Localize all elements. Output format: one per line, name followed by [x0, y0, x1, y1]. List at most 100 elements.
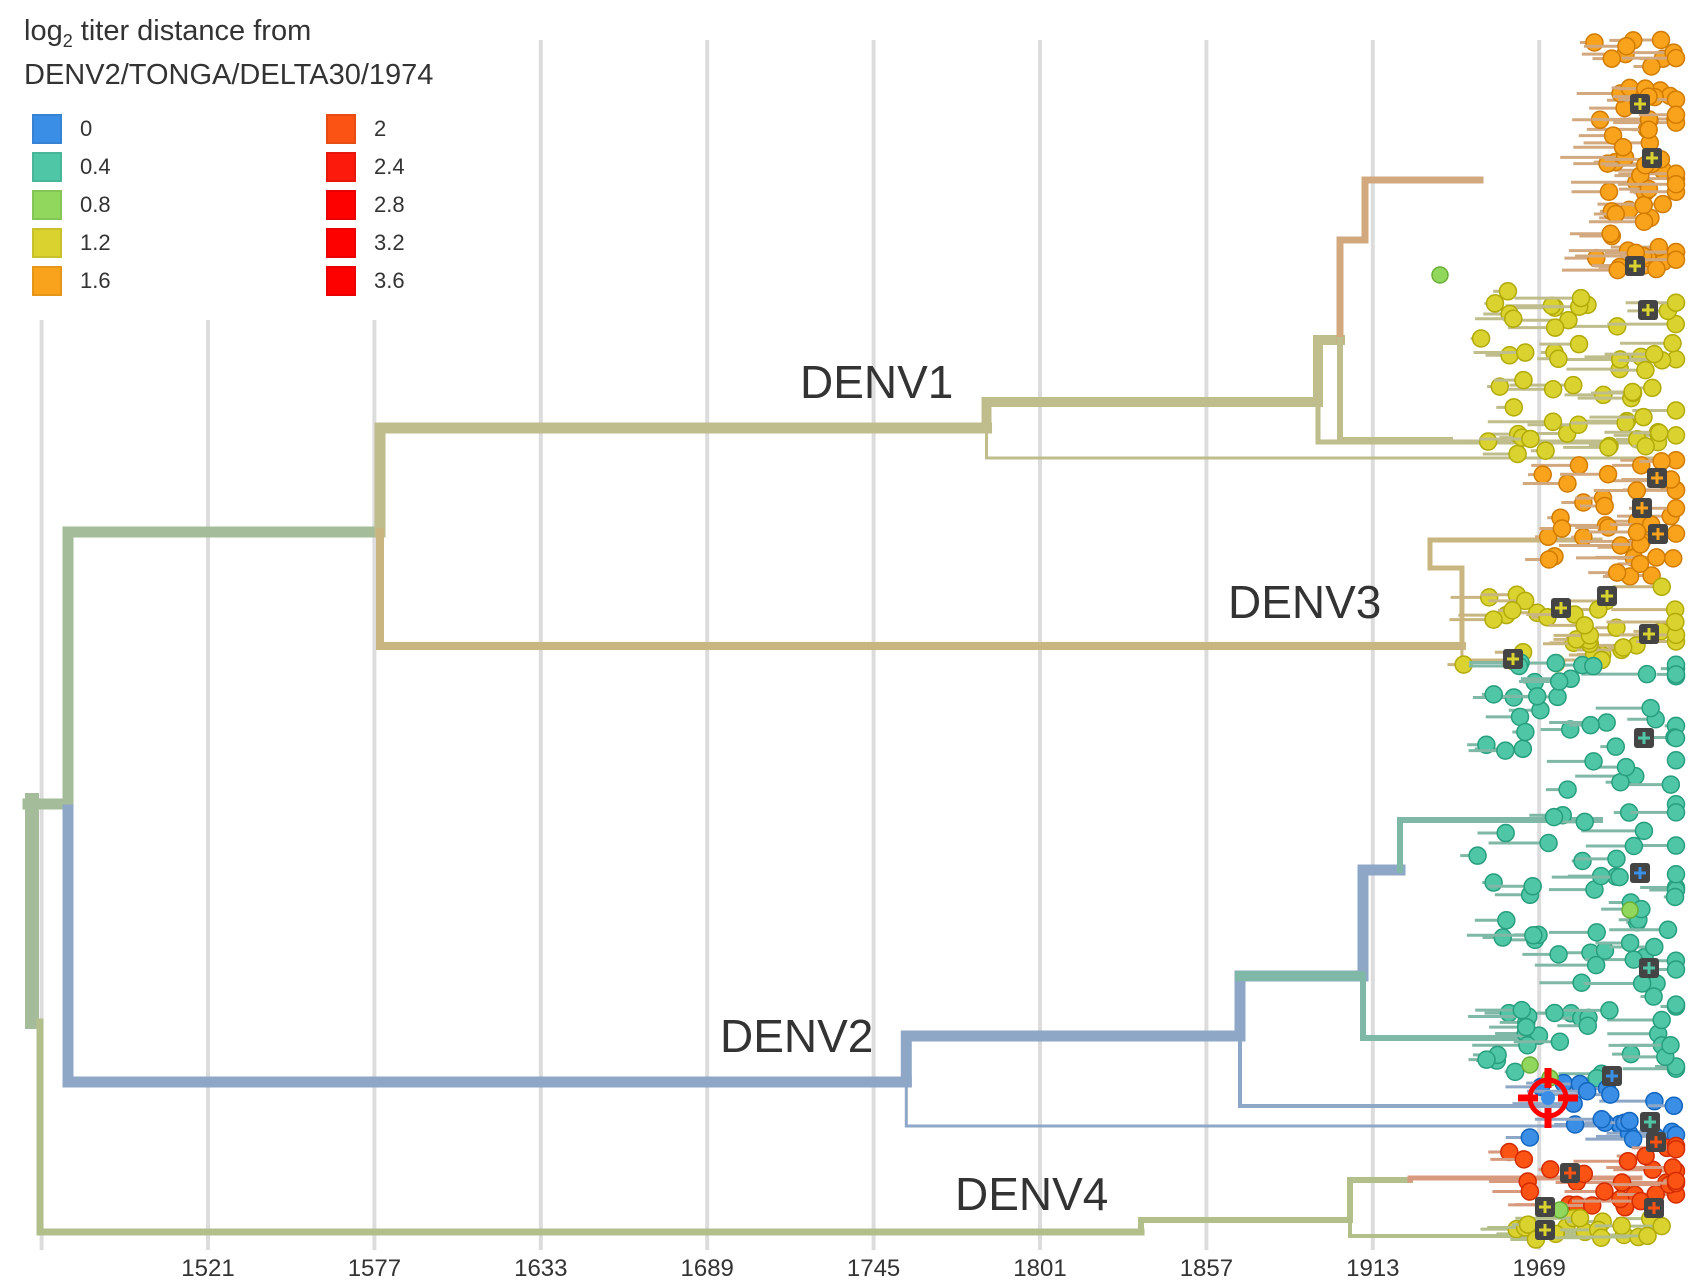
tip-denv1[interactable]: [1536, 441, 1555, 461]
tip-denv1[interactable]: [1663, 334, 1682, 353]
tip-denv2[interactable]: [1524, 926, 1543, 945]
tip-denv1[interactable]: [1634, 212, 1654, 231]
tip-denv1[interactable]: [1602, 49, 1622, 68]
tip-denv1[interactable]: [1569, 334, 1589, 354]
tip-denv2[interactable]: [1637, 664, 1657, 684]
tip-denv2[interactable]: [1549, 945, 1568, 964]
tip-denv1[interactable]: [1594, 385, 1613, 405]
tip-denv2[interactable]: [1587, 923, 1606, 942]
tip-denv4[interactable]: [1618, 1151, 1638, 1171]
tip-denv1[interactable]: [1543, 412, 1563, 432]
tip-denv1[interactable]: [1471, 329, 1491, 348]
tip-denv2[interactable]: [1606, 737, 1626, 756]
tip-denv2[interactable]: [1634, 821, 1654, 841]
tip-denv2[interactable]: [1665, 887, 1685, 907]
tip-denv3[interactable]: [1627, 481, 1647, 500]
tip-denv2[interactable]: [1586, 955, 1606, 975]
tip-denv3[interactable]: [1575, 616, 1594, 635]
tip-denv2[interactable]: [1539, 833, 1558, 853]
tip-denv4[interactable]: [1666, 1171, 1686, 1191]
tip-denv2[interactable]: [1661, 1035, 1680, 1055]
tip-denv1[interactable]: [1490, 377, 1510, 396]
tip-denv1[interactable]: [1500, 346, 1519, 365]
tip-denv2[interactable]: [1584, 752, 1603, 771]
tip-denv2[interactable]: [1546, 653, 1565, 673]
tip-denv2[interactable]: [1616, 757, 1636, 777]
tip-denv1[interactable]: [1639, 120, 1658, 139]
tip-denv4[interactable]: [1514, 1150, 1534, 1169]
tip-denv2[interactable]: [1548, 687, 1567, 707]
tip-denv3[interactable]: [1533, 465, 1552, 484]
tip-denv2[interactable]: [1468, 846, 1487, 865]
tip-denv1[interactable]: [1431, 266, 1449, 284]
tip-denv3[interactable]: [1607, 563, 1627, 582]
tip-denv2[interactable]: [1610, 867, 1629, 887]
tip-denv3[interactable]: [1479, 588, 1499, 607]
tip-denv1[interactable]: [1666, 175, 1686, 194]
tip-denv1[interactable]: [1643, 378, 1662, 398]
tip-denv1[interactable]: [1666, 293, 1686, 312]
tip-denv2[interactable]: [1484, 685, 1503, 704]
tip-denv3[interactable]: [1652, 452, 1671, 471]
tip-denv2[interactable]: [1549, 672, 1569, 691]
tip-denv2[interactable]: [1624, 836, 1644, 856]
tip-denv1[interactable]: [1521, 1056, 1539, 1074]
tip-denv3[interactable]: [1574, 493, 1593, 512]
tip-denv1[interactable]: [1599, 438, 1618, 457]
tip-denv2[interactable]: [1664, 1096, 1684, 1116]
tip-denv1[interactable]: [1606, 204, 1625, 224]
tip-denv2[interactable]: [1544, 807, 1564, 827]
tip-denv1[interactable]: [1515, 343, 1535, 362]
tip-denv1[interactable]: [1571, 288, 1591, 308]
tip-denv1[interactable]: [1634, 195, 1653, 215]
tip-denv2[interactable]: [1578, 1016, 1598, 1035]
tip-denv2[interactable]: [1666, 960, 1686, 979]
reference-strain-marker[interactable]: [1518, 1068, 1578, 1128]
tip-denv2[interactable]: [1666, 751, 1686, 770]
tip-denv2[interactable]: [1575, 812, 1595, 832]
tip-denv1[interactable]: [1478, 432, 1498, 451]
tip-denv3[interactable]: [1666, 524, 1686, 543]
tip-denv2[interactable]: [1645, 937, 1664, 957]
tip-denv4[interactable]: [1612, 1173, 1632, 1192]
tip-denv2[interactable]: [1516, 722, 1535, 742]
tip-denv2[interactable]: [1620, 1111, 1639, 1131]
tip-denv4[interactable]: [1666, 1139, 1686, 1159]
tip-denv1[interactable]: [1613, 137, 1633, 157]
tip-denv2[interactable]: [1577, 1081, 1597, 1101]
tip-denv2[interactable]: [1600, 1001, 1619, 1020]
tip-denv3[interactable]: [1663, 549, 1683, 568]
tip-denv3[interactable]: [1647, 548, 1666, 567]
tip-denv1[interactable]: [1564, 375, 1583, 395]
tip-denv1[interactable]: [1545, 318, 1565, 337]
tip-denv1[interactable]: [1601, 224, 1620, 244]
tip-denv2[interactable]: [1601, 1085, 1620, 1104]
tip-denv2[interactable]: [1621, 1044, 1641, 1064]
tip-denv2[interactable]: [1518, 1036, 1537, 1055]
tip-denv2[interactable]: [1477, 735, 1496, 755]
tip-denv2[interactable]: [1477, 1050, 1496, 1069]
tip-denv1[interactable]: [1647, 259, 1666, 279]
tip-denv1[interactable]: [1666, 426, 1686, 445]
tip-denv2[interactable]: [1496, 741, 1515, 760]
tip-denv3[interactable]: [1613, 638, 1633, 657]
tip-denv1[interactable]: [1644, 344, 1664, 364]
tip-denv1[interactable]: [1603, 126, 1623, 145]
tip-denv1[interactable]: [1498, 282, 1518, 301]
tip-denv1[interactable]: [1549, 349, 1568, 369]
tip-denv2[interactable]: [1516, 1017, 1536, 1037]
tip-denv2[interactable]: [1497, 911, 1516, 930]
tip-denv1[interactable]: [1666, 401, 1686, 420]
tip-denv1[interactable]: [1569, 415, 1588, 434]
tip-denv2[interactable]: [1513, 739, 1533, 759]
tip-denv4[interactable]: [1612, 1216, 1631, 1236]
tip-denv1[interactable]: [1666, 90, 1686, 109]
tip-denv2[interactable]: [1558, 780, 1577, 799]
tip-denv3[interactable]: [1569, 456, 1589, 475]
tip-denv3[interactable]: [1652, 577, 1671, 597]
tip-denv2[interactable]: [1527, 687, 1547, 706]
tip-denv2[interactable]: [1666, 864, 1686, 884]
tip-denv3[interactable]: [1503, 601, 1522, 620]
tip-denv1[interactable]: [1504, 309, 1523, 328]
tip-denv2[interactable]: [1493, 928, 1512, 947]
